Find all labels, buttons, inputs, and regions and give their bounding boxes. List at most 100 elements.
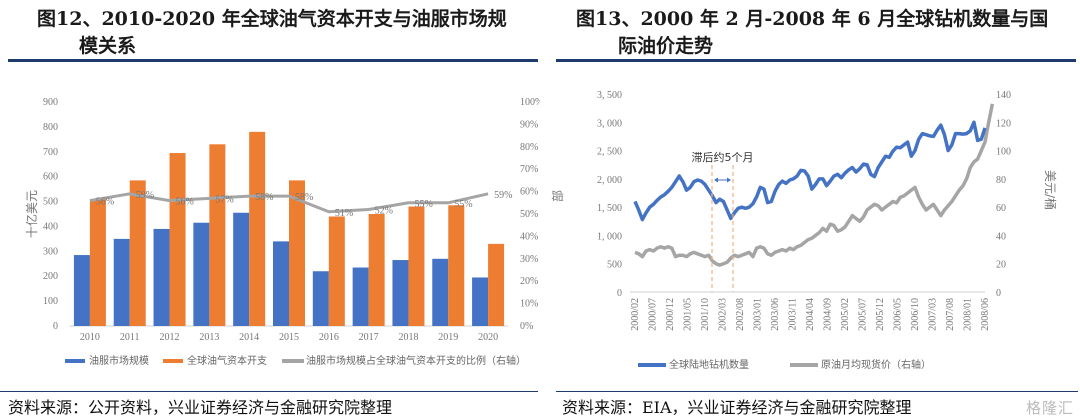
bar-oilservice-market [73,255,90,326]
y-tick-label: 600 [43,172,58,183]
x-tick-label: 2003/01 [753,298,764,331]
x-tick-label: 2002/03 [718,298,729,331]
y2-tick-label: 100 [996,147,1011,158]
left-title-line2: 模关系 [79,35,137,57]
bar-capex [328,216,345,326]
y2-axis-title: 美元/桶 [1043,170,1058,210]
lag-annotation: 滞后约5个月 [692,151,754,164]
ratio-data-label: 58% [255,192,273,203]
x-tick-label: 2016 [319,332,339,343]
x-tick-label: 2005/02 [840,298,851,331]
x-tick-label: 2018 [398,332,418,343]
y2-tick-label: 80% [520,142,538,153]
y-tick-label: 800 [43,122,58,133]
bar-oilservice-market [153,228,170,326]
legend-label: 油服市场规模占全球油气资本开支的比例（右轴） [306,354,526,367]
x-tick-label: 2000/12 [665,298,676,331]
bar-oilservice-market [352,267,369,326]
y-tick-label: 100 [43,296,58,307]
y-tick-label: 700 [43,147,58,158]
y-tick-label: 0 [53,321,58,332]
bar-oilservice-market [472,277,489,326]
x-tick-label: 2003/11 [788,298,799,330]
ratio-data-label: 52% [375,206,393,217]
x-tick-label: 2008/06 [980,298,991,331]
bar-capex [488,243,505,326]
x-tick-label: 2015 [279,332,299,343]
left-source-rule [0,391,538,392]
legend-swatch-blue [65,359,85,363]
ratio-line [89,192,489,214]
ratio-data-label: 59% [494,190,512,201]
x-tick-label: 2001/10 [700,298,711,331]
y2-tick-label: 0% [520,321,533,332]
y-tick-label: 500 [43,197,58,208]
ratio-data-label: 55% [414,199,432,210]
x-tick-label: 2000/02 [630,298,641,331]
arrow-head-right-icon [727,177,731,183]
ratio-data-label: 58% [295,192,313,203]
bar-oilservice-market [312,271,329,326]
ratio-data-label: 51% [335,208,353,219]
y-axis-title: 十亿美元 [24,190,39,238]
watermark-logo: 格隆汇 [1025,399,1074,417]
y2-tick-label: 20 [996,260,1006,271]
bar-oilservice-market [273,241,289,326]
left-figure-title: 图12、2010-2020 年全球油气资本开支与油服市场规 模关系 [37,6,507,60]
x-tick-label: 2006/10 [910,298,921,331]
arrow-head-left-icon [714,177,718,183]
y2-tick-label: 20% [520,276,538,287]
y-tick-label: 3, 000 [597,118,622,129]
ratio-data-label: 55% [454,199,472,210]
left-title-line1: 图12、2010-2020 年全球油气资本开支与油服市场规 [37,8,507,30]
y2-tick-label: 60% [520,187,538,198]
y2-tick-label: 60 [996,203,1006,214]
right-figure-title: 图13、2000 年 2 月-2008 年 6 月全球钻机数量与国 际油价走势 [576,6,1048,60]
x-tick-label: 2001/05 [683,298,694,331]
x-tick-label: 2012 [160,332,180,343]
bar-capex [408,206,425,326]
y2-tick-label: 40% [520,231,538,242]
y2-tick-label: 80 [996,175,1006,186]
bar-capex [209,144,226,326]
x-tick-label: 2003/06 [770,298,781,331]
x-tick-label: 2017 [359,332,379,343]
y-tick-label: 1, 000 [597,231,622,242]
right-title-line1: 图13、2000 年 2 月-2008 年 6 月全球钻机数量与国 [576,8,1049,30]
y2-tick-label: 0 [996,288,1001,299]
legend-swatch-gray [282,359,304,363]
bar-oilservice-market [392,260,409,326]
ratio-data-label: 57% [215,194,233,205]
bar-capex [249,131,266,326]
rig-count-line [633,120,987,222]
bar-oilservice-market [113,238,130,326]
bar-capex [169,153,186,326]
y2-tick-label: 120 [996,118,1011,129]
x-tick-label: 2008/01 [963,298,974,331]
x-tick-label: 2006/05 [893,298,904,331]
x-tick-label: 2000/07 [648,298,659,331]
y-tick-label: 2, 500 [597,147,622,158]
y2-tick-label: 50% [520,209,538,220]
y-tick-label: 900 [43,97,58,108]
right-chart: 0 500 1, 000 1, 500 2, 000 2, 500 3, 000 3, 500… [550,90,1058,371]
right-title-line2: 际油价走势 [618,35,714,57]
left-chart: 0 100 200 300 400 500 600 700 800 900 0% 10% 20% 30% 4… [24,97,540,367]
ratio-data-label: 56% [96,197,114,208]
ratio-data-label: 59% [136,190,154,201]
x-tick-label: 2019 [438,332,458,343]
y-axis-title: 部 [550,190,565,202]
y2-tick-label: 70% [520,164,538,175]
legend-swatch-blue [638,363,666,367]
y-tick-label: 300 [43,246,58,257]
x-tick-label: 2002/08 [735,298,746,331]
y2-tick-label: 140 [996,90,1011,101]
x-tick-label: 2005/07 [858,298,869,331]
left-source-note: 资料来源：公开资料，兴业证券经济与金融研究院整理 [8,398,393,417]
bar-oilservice-market [432,258,449,326]
right-source-rule [556,391,1078,392]
left-title-rule [8,59,538,62]
x-tick-label: 2011 [120,332,140,343]
y2-tick-label: 100% [520,97,540,108]
x-tick-label: 2014 [239,332,259,343]
